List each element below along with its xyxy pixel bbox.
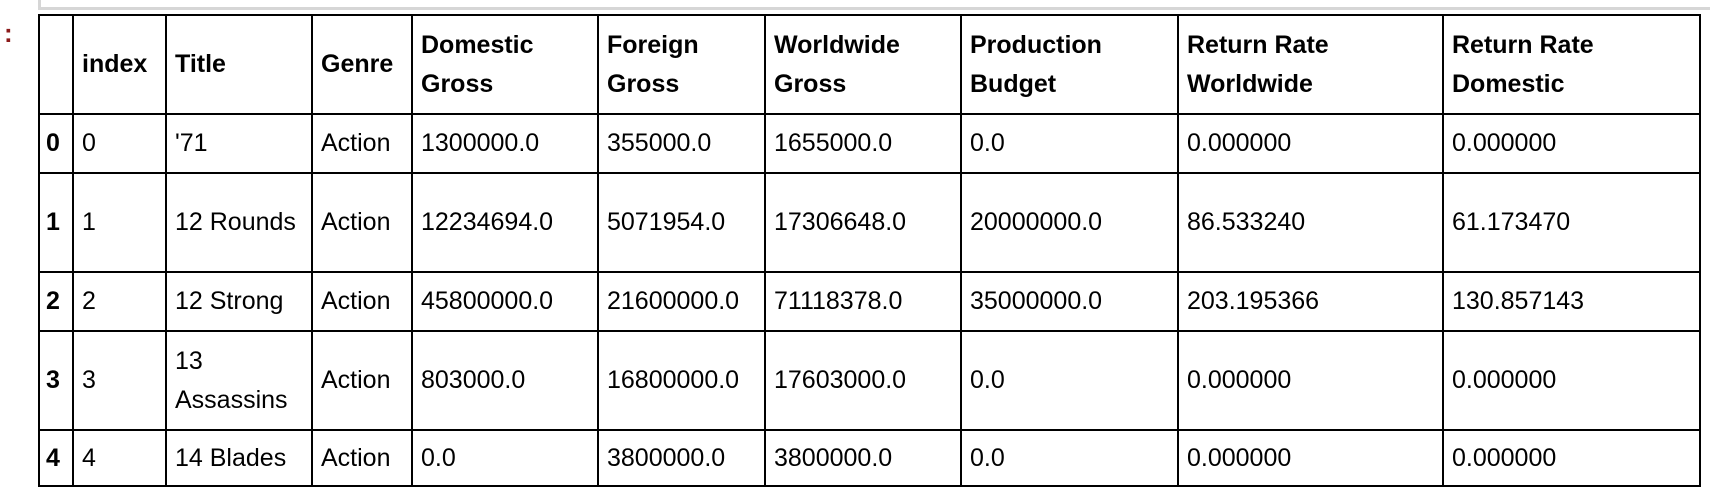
cell-return-rate-worldwide: 0.000000 bbox=[1177, 330, 1444, 431]
cell-worldwide-gross: 17306648.0 bbox=[764, 172, 962, 273]
cell-domestic-gross: 0.0 bbox=[411, 429, 599, 487]
table-row: 2 2 12 Strong Action 45800000.0 21600000… bbox=[38, 271, 1701, 332]
output-prompt-marker: : bbox=[4, 18, 13, 48]
cell-domestic-gross: 45800000.0 bbox=[411, 271, 599, 332]
cell-return-rate-worldwide: 203.195366 bbox=[1177, 271, 1444, 332]
cell-return-rate-domestic: 0.000000 bbox=[1442, 330, 1701, 431]
row-index-label: 0 bbox=[38, 113, 74, 174]
cell-production-budget: 0.0 bbox=[960, 113, 1179, 174]
cell-domestic-gross: 803000.0 bbox=[411, 330, 599, 431]
cell-worldwide-gross: 17603000.0 bbox=[764, 330, 962, 431]
cell-foreign-gross: 5071954.0 bbox=[597, 172, 766, 273]
cell-genre: Action bbox=[311, 172, 413, 273]
cell-genre: Action bbox=[311, 330, 413, 431]
column-header-blank bbox=[38, 14, 74, 115]
row-index-label: 1 bbox=[38, 172, 74, 273]
cell-title: 12 Rounds bbox=[165, 172, 313, 273]
dataframe-table: index Title Genre Domestic Gross Foreign… bbox=[38, 14, 1701, 487]
cell-title: 12 Strong bbox=[165, 271, 313, 332]
column-header-production-budget: Production Budget bbox=[960, 14, 1179, 115]
cell-production-budget: 0.0 bbox=[960, 330, 1179, 431]
column-header-index: index bbox=[72, 14, 167, 115]
cell-foreign-gross: 355000.0 bbox=[597, 113, 766, 174]
cell-title: 13 Assassins bbox=[165, 330, 313, 431]
cell-foreign-gross: 3800000.0 bbox=[597, 429, 766, 487]
column-header-return-rate-worldwide: Return Rate Worldwide bbox=[1177, 14, 1444, 115]
column-header-foreign-gross: Foreign Gross bbox=[597, 14, 766, 115]
table-row: 0 0 '71 Action 1300000.0 355000.0 165500… bbox=[38, 113, 1701, 174]
table-row: 1 1 12 Rounds Action 12234694.0 5071954.… bbox=[38, 172, 1701, 273]
cell-index: 4 bbox=[72, 429, 167, 487]
cell-worldwide-gross: 1655000.0 bbox=[764, 113, 962, 174]
table-row: 3 3 13 Assassins Action 803000.0 1680000… bbox=[38, 330, 1701, 431]
cell-production-budget: 0.0 bbox=[960, 429, 1179, 487]
cell-return-rate-worldwide: 86.533240 bbox=[1177, 172, 1444, 273]
row-index-label: 2 bbox=[38, 271, 74, 332]
cell-return-rate-domestic: 61.173470 bbox=[1442, 172, 1701, 273]
column-header-return-rate-domestic: Return Rate Domestic bbox=[1442, 14, 1701, 115]
header-row: index Title Genre Domestic Gross Foreign… bbox=[38, 14, 1701, 115]
row-index-label: 4 bbox=[38, 429, 74, 487]
cell-worldwide-gross: 3800000.0 bbox=[764, 429, 962, 487]
cell-index: 1 bbox=[72, 172, 167, 273]
cell-domestic-gross: 1300000.0 bbox=[411, 113, 599, 174]
column-header-domestic-gross: Domestic Gross bbox=[411, 14, 599, 115]
cell-foreign-gross: 21600000.0 bbox=[597, 271, 766, 332]
cell-index: 0 bbox=[72, 113, 167, 174]
column-header-genre: Genre bbox=[311, 14, 413, 115]
cell-border bbox=[38, 0, 1710, 10]
cell-return-rate-worldwide: 0.000000 bbox=[1177, 113, 1444, 174]
cell-return-rate-domestic: 0.000000 bbox=[1442, 113, 1701, 174]
cell-title: '71 bbox=[165, 113, 313, 174]
cell-genre: Action bbox=[311, 113, 413, 174]
cell-index: 2 bbox=[72, 271, 167, 332]
column-header-worldwide-gross: Worldwide Gross bbox=[764, 14, 962, 115]
row-index-label: 3 bbox=[38, 330, 74, 431]
cell-title: 14 Blades bbox=[165, 429, 313, 487]
cell-genre: Action bbox=[311, 429, 413, 487]
column-header-title: Title bbox=[165, 14, 313, 115]
cell-worldwide-gross: 71118378.0 bbox=[764, 271, 962, 332]
cell-foreign-gross: 16800000.0 bbox=[597, 330, 766, 431]
cell-return-rate-domestic: 130.857143 bbox=[1442, 271, 1701, 332]
table-row: 4 4 14 Blades Action 0.0 3800000.0 38000… bbox=[38, 429, 1701, 487]
cell-index: 3 bbox=[72, 330, 167, 431]
cell-production-budget: 20000000.0 bbox=[960, 172, 1179, 273]
cell-return-rate-domestic: 0.000000 bbox=[1442, 429, 1701, 487]
cell-return-rate-worldwide: 0.000000 bbox=[1177, 429, 1444, 487]
cell-genre: Action bbox=[311, 271, 413, 332]
cell-production-budget: 35000000.0 bbox=[960, 271, 1179, 332]
cell-domestic-gross: 12234694.0 bbox=[411, 172, 599, 273]
